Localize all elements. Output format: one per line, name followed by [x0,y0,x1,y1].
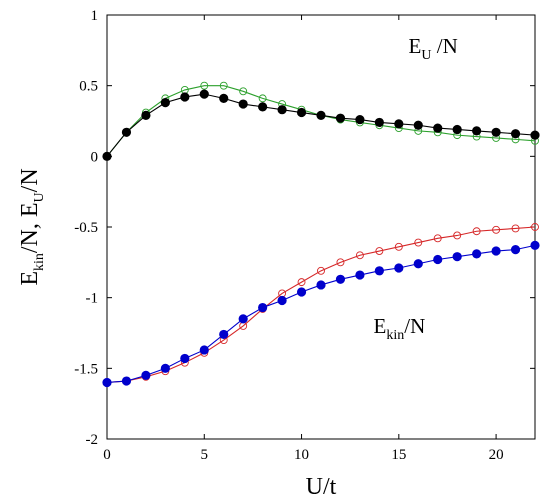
y-tick-label: -1 [86,291,99,307]
plot-frame [106,14,536,440]
data-point-eu-filled [296,107,307,118]
data-point-ekin-filled [296,287,307,297]
y-title-sub-1: kin [32,253,47,271]
data-point-eu-filled [413,120,423,130]
data-point-eu-filled [258,102,268,112]
data-point-ekin-filled [491,246,501,256]
data-point-ekin-filled [180,353,190,364]
data-point-ekin-open [317,266,325,275]
data-point-eu-filled [530,130,540,140]
data-point-ekin-filled [160,363,170,373]
series-layer [102,81,540,388]
data-point-eu-filled [102,151,112,161]
data-point-ekin-open [511,224,520,233]
y-tick-label: -1.5 [74,361,98,377]
series-ekin-filled [102,240,540,388]
data-point-ekin-filled [355,270,365,280]
y-title-part-2: /N, E [17,202,43,253]
data-point-eu-open [200,81,209,90]
data-point-eu-filled [238,99,248,109]
data-point-ekin-open [394,242,403,251]
data-point-eu-filled [355,114,365,125]
data-point-ekin-filled [394,263,404,273]
data-point-eu-open [239,87,248,96]
data-point-ekin-filled [258,302,268,313]
y-title-part-3: /N [17,168,43,192]
series-ekin-open [103,223,539,387]
data-point-ekin-filled [102,377,112,388]
data-point-ekin-filled [530,240,540,250]
data-point-ekin-open [375,247,384,255]
y-tick-label: 1 [91,8,99,24]
data-point-ekin-open [453,231,462,240]
data-point-ekin-filled [316,280,326,290]
data-point-eu-filled [335,113,346,123]
data-point-eu-filled [374,117,384,128]
data-point-eu-filled [141,110,151,120]
data-point-eu-filled [510,129,521,139]
y-title-part-1: E [17,271,43,286]
data-point-ekin-filled [413,259,423,269]
x-tick-label: 15 [391,447,406,463]
data-point-eu-filled [491,127,501,137]
data-point-eu-filled [394,119,404,129]
data-point-ekin-filled [510,245,521,255]
annotation-eu: EU /N [409,34,458,63]
x-tick-label: 0 [103,447,111,463]
data-point-ekin-open [531,223,539,231]
data-point-ekin-filled [141,370,151,380]
y-tick-label: -2 [86,432,99,448]
data-point-eu-filled [180,92,190,102]
y-axis-title: Ekin/N, EU/N [17,168,47,285]
x-tick-label: 5 [201,447,209,463]
data-point-ekin-filled [452,252,462,262]
data-point-ekin-filled [219,329,229,340]
data-point-eu-open [219,81,228,90]
annotations-layer: EU /N Ekin/N [374,34,458,343]
data-point-eu-filled [452,124,462,135]
data-point-eu-filled [277,105,287,115]
data-point-ekin-open [414,238,423,247]
series-eu-filled [102,89,540,161]
y-tick-label: 0.5 [79,79,98,95]
data-point-eu-filled [199,89,209,99]
data-point-ekin-filled [199,345,209,355]
data-point-eu-filled [472,126,482,136]
data-point-ekin-filled [121,376,132,386]
data-point-ekin-open [472,227,481,236]
data-point-ekin-open [355,251,364,260]
annotation-ekin: Ekin/N [374,314,426,343]
y-tick-label: 0 [91,149,99,165]
x-axis-title: U/t [306,474,337,500]
data-point-ekin-filled [374,266,384,276]
data-point-ekin-filled [433,254,443,265]
y-tick-label: -0.5 [74,220,98,236]
y-title-sub-2: U [32,192,47,202]
series-line-eu-filled [106,93,536,157]
data-point-eu-filled [160,98,170,108]
data-point-ekin-filled [472,249,482,259]
series-line-ekin-filled [106,244,536,384]
data-point-ekin-open [433,234,442,243]
data-point-eu-open [258,94,267,103]
data-point-ekin-open [492,225,501,234]
data-point-ekin-open [297,278,306,287]
data-point-ekin-open [336,258,345,267]
x-tick-label: 10 [294,447,309,463]
data-point-eu-filled [316,110,326,120]
data-point-ekin-filled [238,314,248,324]
data-point-eu-filled [121,127,132,137]
data-point-ekin-filled [335,274,346,284]
data-point-eu-filled [433,123,443,133]
axis-ticks: 0 5 10 15 20 -2 -1.5 -1 -0.5 0 0.5 1 [74,8,535,463]
series-eu-open [103,81,539,161]
x-tick-label: 20 [489,447,504,463]
data-point-ekin-filled [277,295,287,306]
series-line-ekin-open [106,226,536,384]
data-point-eu-filled [219,93,229,103]
series-line-eu-open [106,85,536,157]
